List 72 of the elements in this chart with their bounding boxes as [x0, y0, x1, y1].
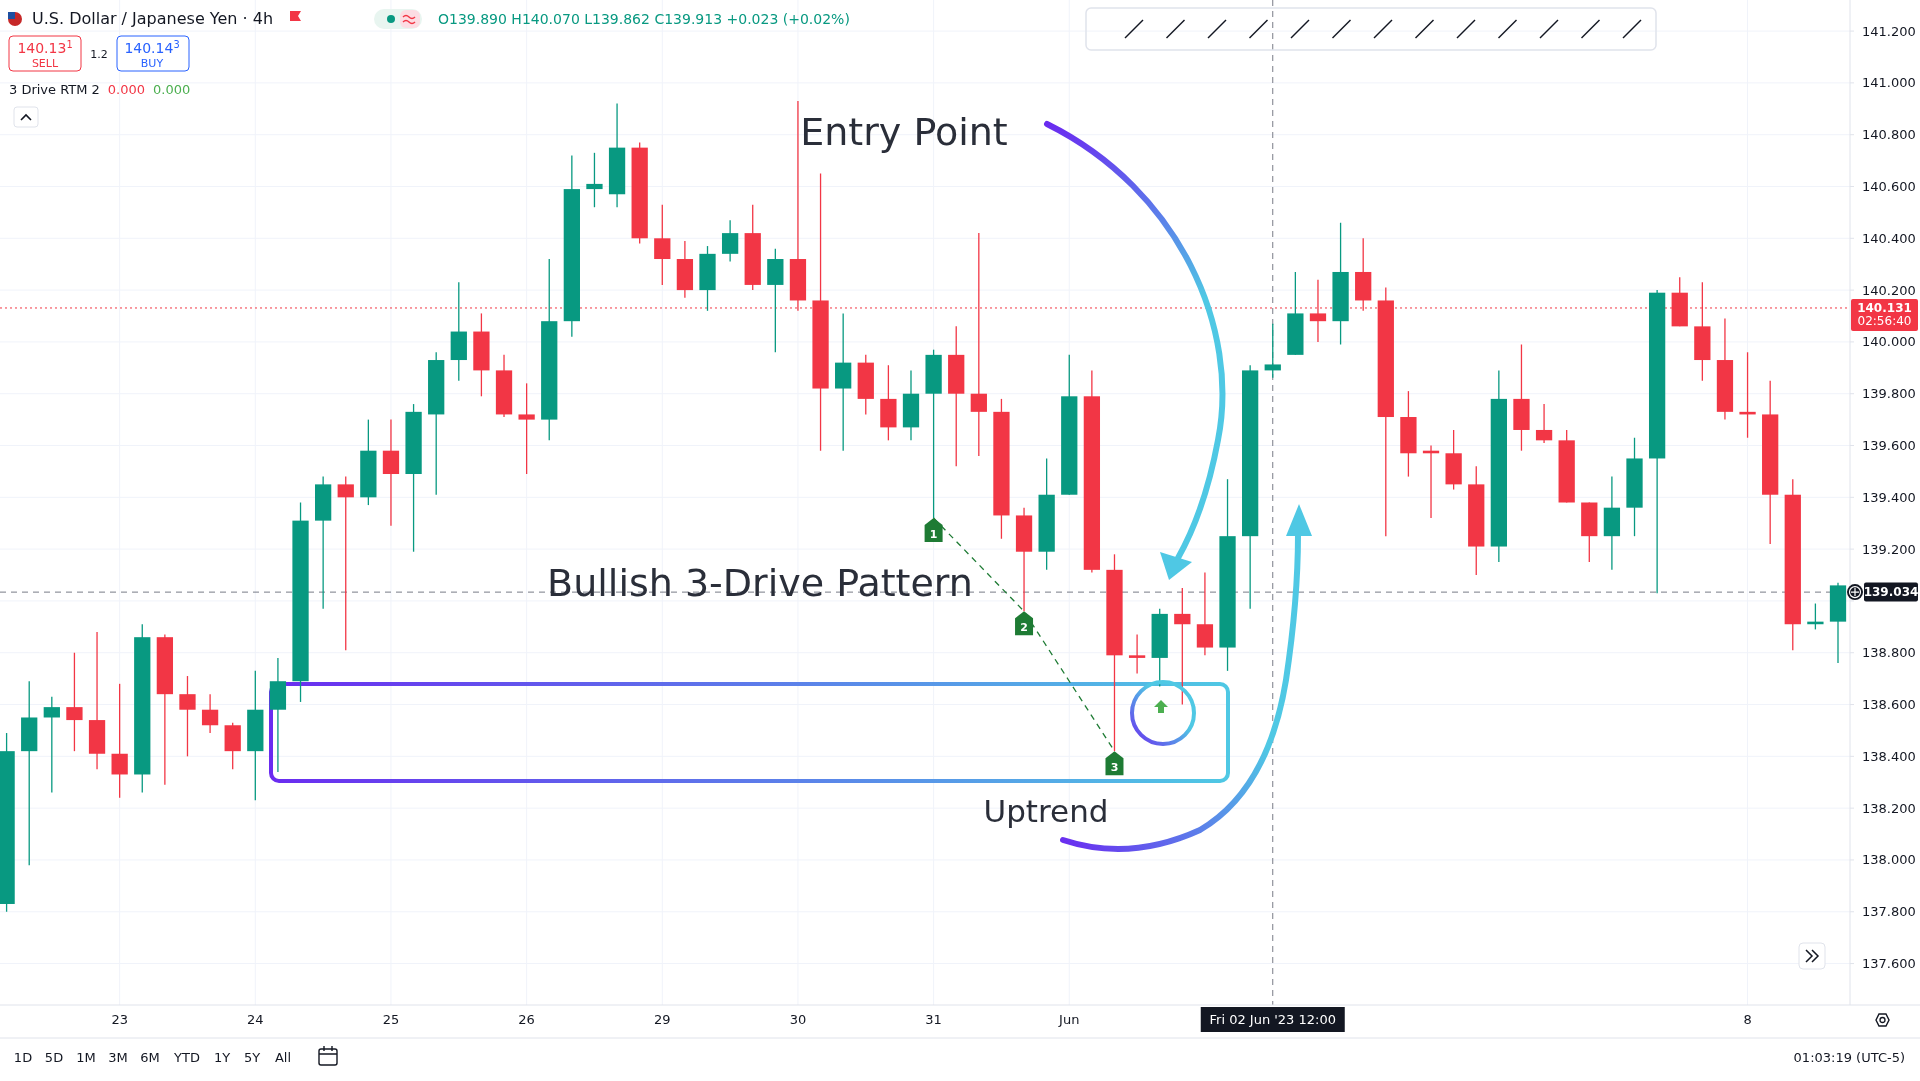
candlestick	[43, 696, 60, 794]
candlestick	[1196, 571, 1214, 656]
text: 6M	[140, 1050, 160, 1065]
x-tick-label: 30	[789, 1012, 807, 1027]
annotation: Bullish 3-Drive Pattern	[547, 561, 973, 605]
candlestick	[111, 683, 128, 799]
annotation: 140.13$^{1}$	[17, 38, 73, 56]
x-tick-label: 29	[654, 1012, 671, 1027]
candlestick	[518, 382, 535, 475]
y-tick-label: 137.600	[1862, 956, 1916, 972]
text: 5Y	[243, 1050, 261, 1065]
candlestick	[1535, 403, 1553, 444]
ref-line-label: 139.034	[1863, 585, 1919, 600]
y-tick-label: 139.800	[1862, 386, 1916, 402]
text: 3M	[108, 1050, 128, 1065]
text: All	[274, 1050, 292, 1065]
candlestick	[201, 693, 219, 734]
y-tick-label: 140.400	[1862, 230, 1916, 246]
y-tick-label: 141.000	[1862, 75, 1916, 91]
text: 1D	[13, 1050, 33, 1065]
candlestick	[382, 418, 400, 527]
annotation: 1	[929, 528, 938, 542]
ref-line-label: 140.131 02:56:40	[1857, 301, 1912, 329]
annotation: 0.000	[153, 82, 191, 97]
y-tick-label: 140.000	[1862, 334, 1916, 350]
x-tick-label: 25	[382, 1012, 400, 1027]
y-tick-label: 140.600	[1862, 179, 1916, 195]
candlestick	[1174, 587, 1191, 706]
candlestick	[586, 152, 603, 208]
annotation: 0.000	[107, 82, 146, 97]
text: 1M	[76, 1050, 96, 1065]
text: 1Y	[213, 1050, 231, 1065]
x-tick-label: 31	[925, 1012, 942, 1027]
annotation: 3	[1110, 761, 1119, 775]
x-tick-label: 8	[1743, 1012, 1752, 1027]
y-tick-label: 140.800	[1862, 127, 1916, 143]
y-tick-label: 137.800	[1862, 904, 1916, 920]
x-tick-label: Jun	[1058, 1012, 1080, 1027]
candlestick	[66, 652, 83, 752]
y-tick-label: 138.600	[1862, 697, 1916, 713]
candlestick	[654, 203, 671, 286]
y-tick-label: 138.200	[1862, 800, 1916, 816]
y-tick-label: 138.000	[1862, 852, 1916, 868]
annotation: 2	[1020, 621, 1028, 635]
y-tick-label: 140.200	[1862, 282, 1916, 298]
candlestick	[1128, 633, 1146, 675]
y-tick-label: 139.400	[1862, 489, 1916, 505]
candlestick	[1264, 323, 1281, 379]
y-tick-label: 139.200	[1862, 541, 1916, 557]
x-tick-label: 23	[111, 1012, 128, 1027]
annotation: Uptrend	[983, 793, 1109, 829]
annotation: Entry Point	[800, 110, 1008, 154]
annotation: BUY	[140, 57, 164, 70]
candlestick	[179, 675, 196, 757]
candlestick	[337, 475, 354, 651]
text: 5D	[44, 1050, 64, 1065]
y-tick-label: 141.200	[1862, 23, 1916, 39]
candlestick	[721, 219, 739, 263]
x-tick-label: 26	[518, 1012, 535, 1027]
text: U.S. Dollar / Japanese Yen · 4h	[32, 9, 274, 28]
text: O139.890 H140.070 L139.862 C139.913 +0.023 (+0.02%)	[438, 11, 850, 27]
y-tick-label: 139.600	[1862, 438, 1916, 454]
annotation: 3 Drive RTM 2	[9, 82, 100, 97]
annotation: 1.2	[90, 48, 108, 61]
y-tick-label: 138.400	[1862, 748, 1916, 764]
x-tick-label: 24	[247, 1012, 264, 1027]
annotation: SELL	[31, 57, 59, 70]
x-tick-label: Fri 02 Jun '23 12:00	[1209, 1012, 1336, 1027]
y-tick-label: 138.800	[1862, 645, 1916, 661]
annotation: 140.14$^{3}$	[124, 38, 180, 56]
text: 01:03:19 (UTC-5)	[1793, 1050, 1905, 1065]
text: YTD	[173, 1050, 200, 1065]
